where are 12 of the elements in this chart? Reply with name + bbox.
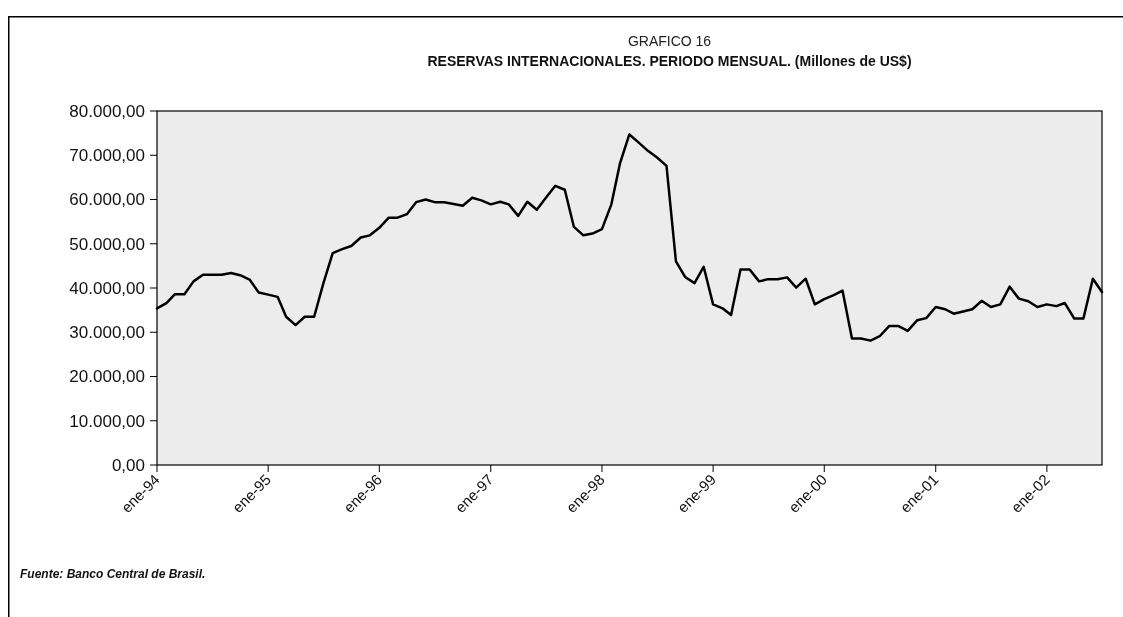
y-tick-label: 0,00 — [111, 455, 145, 475]
y-tick-label: 80.000,00 — [69, 101, 145, 121]
y-tick-label: 70.000,00 — [69, 146, 145, 166]
y-tick-label: 30.000,00 — [69, 323, 145, 343]
y-tick-label: 50.000,00 — [69, 234, 145, 254]
source-note: Fuente: Banco Central de Brasil. — [20, 567, 206, 581]
y-tick-label: 10.000,00 — [69, 411, 145, 431]
chart-subtitle: RESERVAS INTERNACIONALES. PERIODO MENSUAL. (Millones de US$) — [427, 53, 912, 69]
y-tick-label: 20.000,00 — [69, 367, 145, 387]
y-tick-label: 40.000,00 — [69, 278, 145, 298]
y-tick-label: 60.000,00 — [69, 190, 145, 210]
chart-title: GRAFICO 16 — [627, 33, 712, 49]
